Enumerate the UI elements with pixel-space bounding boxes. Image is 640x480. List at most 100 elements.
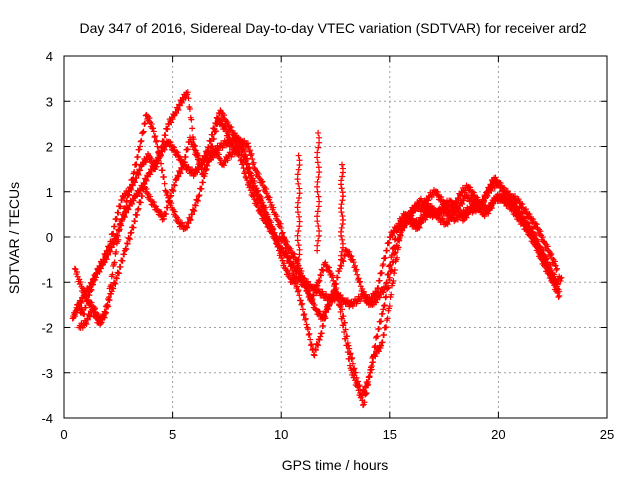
data-point [544, 243, 551, 250]
data-point [123, 246, 130, 253]
data-point [205, 144, 212, 151]
data-point [370, 353, 377, 360]
data-point [420, 217, 427, 224]
x-tick-label: 15 [383, 427, 397, 442]
data-point [137, 167, 144, 174]
data-point [146, 115, 153, 122]
data-point [287, 245, 294, 252]
data-point [334, 274, 341, 281]
data-point [167, 193, 174, 200]
data-point [147, 193, 154, 200]
data-point [150, 128, 157, 135]
y-tick-label: 2 [46, 140, 53, 155]
data-point [76, 302, 83, 309]
data-point [187, 217, 194, 224]
data-point [299, 300, 306, 307]
data-point [88, 299, 95, 306]
data-point [111, 259, 118, 266]
data-point [271, 229, 278, 236]
data-point [168, 119, 175, 126]
data-point [202, 153, 209, 160]
data-point [244, 165, 251, 172]
data-point [134, 153, 141, 160]
data-point [160, 138, 167, 145]
data-point [143, 186, 150, 193]
data-point [338, 263, 345, 270]
data-point [292, 279, 299, 286]
data-point [327, 297, 334, 304]
data-point [134, 170, 141, 177]
data-point [136, 146, 143, 153]
data-point [526, 211, 533, 218]
data-point [354, 383, 361, 390]
data-point [388, 252, 395, 259]
data-point [365, 374, 372, 381]
data-point [391, 236, 398, 243]
data-point [503, 189, 510, 196]
data-point [196, 192, 203, 199]
data-point [123, 240, 130, 247]
data-point [357, 278, 364, 285]
data-point [134, 206, 141, 213]
data-point [135, 205, 142, 212]
data-point [318, 272, 325, 279]
data-point [129, 201, 136, 208]
data-point [111, 223, 118, 230]
data-point [291, 274, 298, 281]
data-point [77, 298, 84, 305]
data-point [235, 146, 242, 153]
data-point [371, 344, 378, 351]
data-point [348, 253, 355, 260]
spike-point [295, 180, 302, 187]
spike-point [296, 194, 303, 201]
data-point [92, 311, 99, 318]
data-point [111, 280, 118, 287]
data-point [247, 147, 254, 154]
spike-point [315, 174, 322, 181]
data-point [231, 130, 238, 137]
spike-point [314, 159, 321, 166]
data-point [164, 204, 171, 211]
data-point [467, 184, 474, 191]
data-point [190, 141, 197, 148]
data-point [82, 304, 89, 311]
data-point [301, 311, 308, 318]
data-point [188, 116, 195, 123]
data-point [396, 237, 403, 244]
spike-point [339, 220, 346, 227]
data-point [148, 121, 155, 128]
data-point [197, 161, 204, 168]
data-point [282, 245, 289, 252]
data-point [485, 185, 492, 192]
data-point [396, 231, 403, 238]
data-point [288, 261, 295, 268]
y-tick-label: 1 [46, 185, 53, 200]
data-point [496, 179, 503, 186]
data-point [209, 131, 216, 138]
data-point [127, 185, 134, 192]
data-point [397, 232, 404, 239]
data-point [109, 284, 116, 291]
data-point [143, 177, 150, 184]
data-point [210, 125, 217, 132]
data-point [175, 106, 182, 113]
spike-point [340, 169, 347, 176]
data-point [200, 157, 207, 164]
data-point [490, 200, 497, 207]
data-point [101, 314, 108, 321]
data-point [84, 316, 91, 323]
data-point [434, 189, 441, 196]
data-point [420, 203, 427, 210]
data-point [438, 194, 445, 201]
data-point [438, 209, 445, 216]
data-point [356, 279, 363, 286]
data-point [337, 262, 344, 269]
data-point [139, 129, 146, 136]
data-point [421, 205, 428, 212]
data-point [416, 224, 423, 231]
spike-point [315, 237, 322, 244]
y-tick-label: 4 [46, 49, 53, 64]
data-point [147, 171, 154, 178]
data-point [314, 282, 321, 289]
data-point [181, 161, 188, 168]
